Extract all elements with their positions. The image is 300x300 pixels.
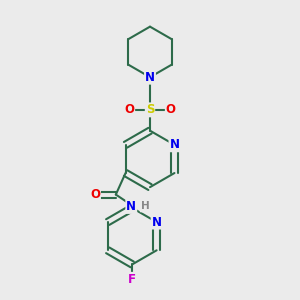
Text: N: N bbox=[145, 71, 155, 84]
Text: O: O bbox=[166, 103, 176, 116]
Text: O: O bbox=[90, 188, 100, 201]
Text: N: N bbox=[169, 138, 179, 151]
Text: F: F bbox=[128, 273, 136, 286]
Text: N: N bbox=[126, 200, 136, 213]
Text: O: O bbox=[124, 103, 134, 116]
Text: S: S bbox=[146, 103, 154, 116]
Text: H: H bbox=[141, 202, 149, 212]
Text: N: N bbox=[152, 216, 162, 229]
